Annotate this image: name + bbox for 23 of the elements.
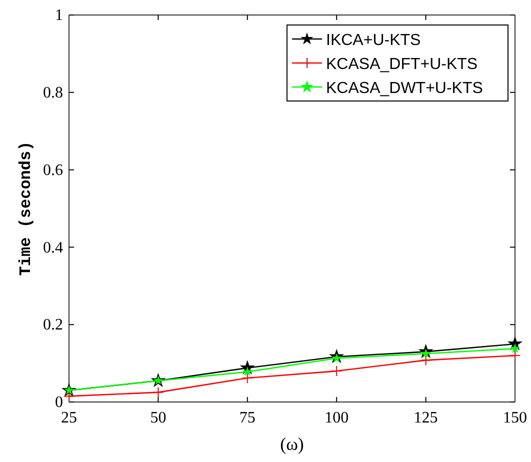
y-tick-label: 0.2 [43,316,63,334]
x-tick-label: 100 [324,409,349,426]
y-tick-label: 0.8 [43,84,63,102]
y-axis-title: Time (seconds) [17,141,35,276]
point [152,386,164,398]
point [331,366,342,377]
legend-label: KCASA_DFT+U-KTS [326,56,478,73]
x-axis-title: (ω) [280,434,304,454]
legend-label: IKCA+U-KTS [326,32,421,49]
point [64,390,74,402]
x-tick-label: 25 [61,409,77,426]
y-tick-label: 1 [55,7,63,24]
point [420,354,432,366]
y-tick-label: 0 [55,394,63,412]
x-tick-label: 125 [414,409,438,426]
x-tick-label: 50 [150,409,166,426]
point [242,372,253,384]
x-tick-label: 75 [239,409,256,426]
point [510,350,520,362]
y-tick-label: 0.4 [43,239,63,256]
y-tick-label: 0.6 [43,162,63,179]
legend-label: KCASA_DWT+U-KTS [326,80,483,97]
x-tick-label: 150 [503,409,527,426]
